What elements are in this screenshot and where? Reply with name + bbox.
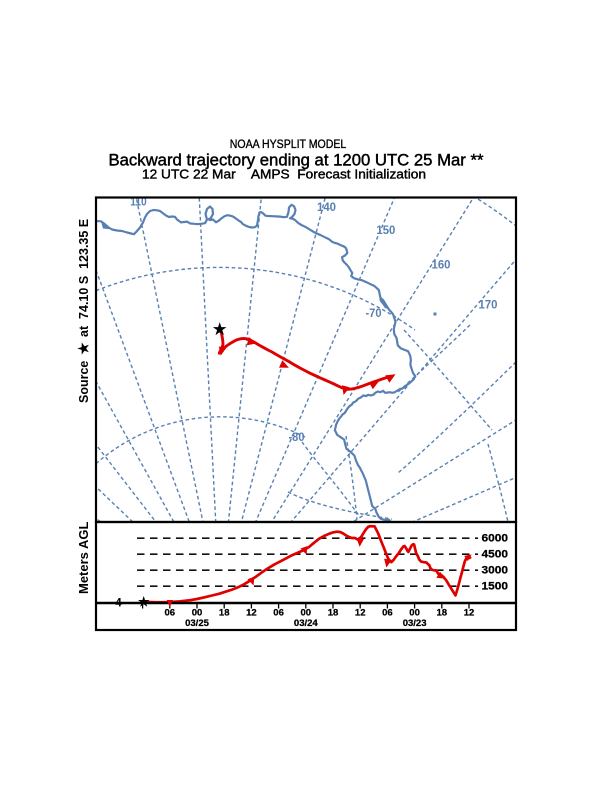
svg-text:140: 140	[317, 202, 336, 214]
svg-text:160: 160	[432, 260, 451, 272]
svg-text:110: 110	[130, 197, 147, 209]
svg-text:at 74.10 S 123.35 E: at 74.10 S 123.35 E	[77, 219, 91, 337]
svg-text:Meters AGL: Meters AGL	[76, 521, 91, 594]
svg-text:00: 00	[409, 608, 420, 619]
svg-text:06: 06	[273, 608, 284, 619]
svg-text:12 UTC 22 Mar AMPS Forecas: 12 UTC 22 Mar AMPS Forecast Initializati…	[142, 166, 426, 181]
svg-text:4500: 4500	[482, 549, 509, 561]
svg-text:06: 06	[165, 608, 176, 619]
svg-text:18: 18	[219, 608, 230, 619]
svg-text:3000: 3000	[482, 565, 509, 577]
svg-text:NOAA HYSPLIT MODEL: NOAA HYSPLIT MODEL	[230, 137, 347, 151]
svg-text:00: 00	[301, 608, 312, 619]
svg-text:150: 150	[376, 225, 395, 237]
svg-text:18: 18	[437, 608, 448, 619]
svg-text:06: 06	[382, 608, 393, 619]
svg-text:-80: -80	[289, 432, 305, 444]
svg-text:03/23: 03/23	[403, 618, 427, 629]
svg-text:00: 00	[192, 608, 203, 619]
svg-text:03/24: 03/24	[294, 618, 318, 629]
svg-text:Backward trajectory ending at: Backward trajectory ending at 1200 UTC 2…	[109, 150, 485, 169]
svg-text:Source: Source	[77, 361, 91, 403]
svg-text:-70: -70	[366, 308, 382, 320]
svg-text:18: 18	[328, 608, 339, 619]
svg-text:12: 12	[355, 608, 366, 619]
svg-text:12: 12	[464, 608, 475, 619]
svg-text:12: 12	[246, 608, 257, 619]
svg-text:170: 170	[479, 300, 498, 312]
svg-text:6000: 6000	[482, 533, 509, 545]
svg-text:1500: 1500	[482, 581, 509, 593]
svg-text:03/25: 03/25	[185, 618, 209, 629]
